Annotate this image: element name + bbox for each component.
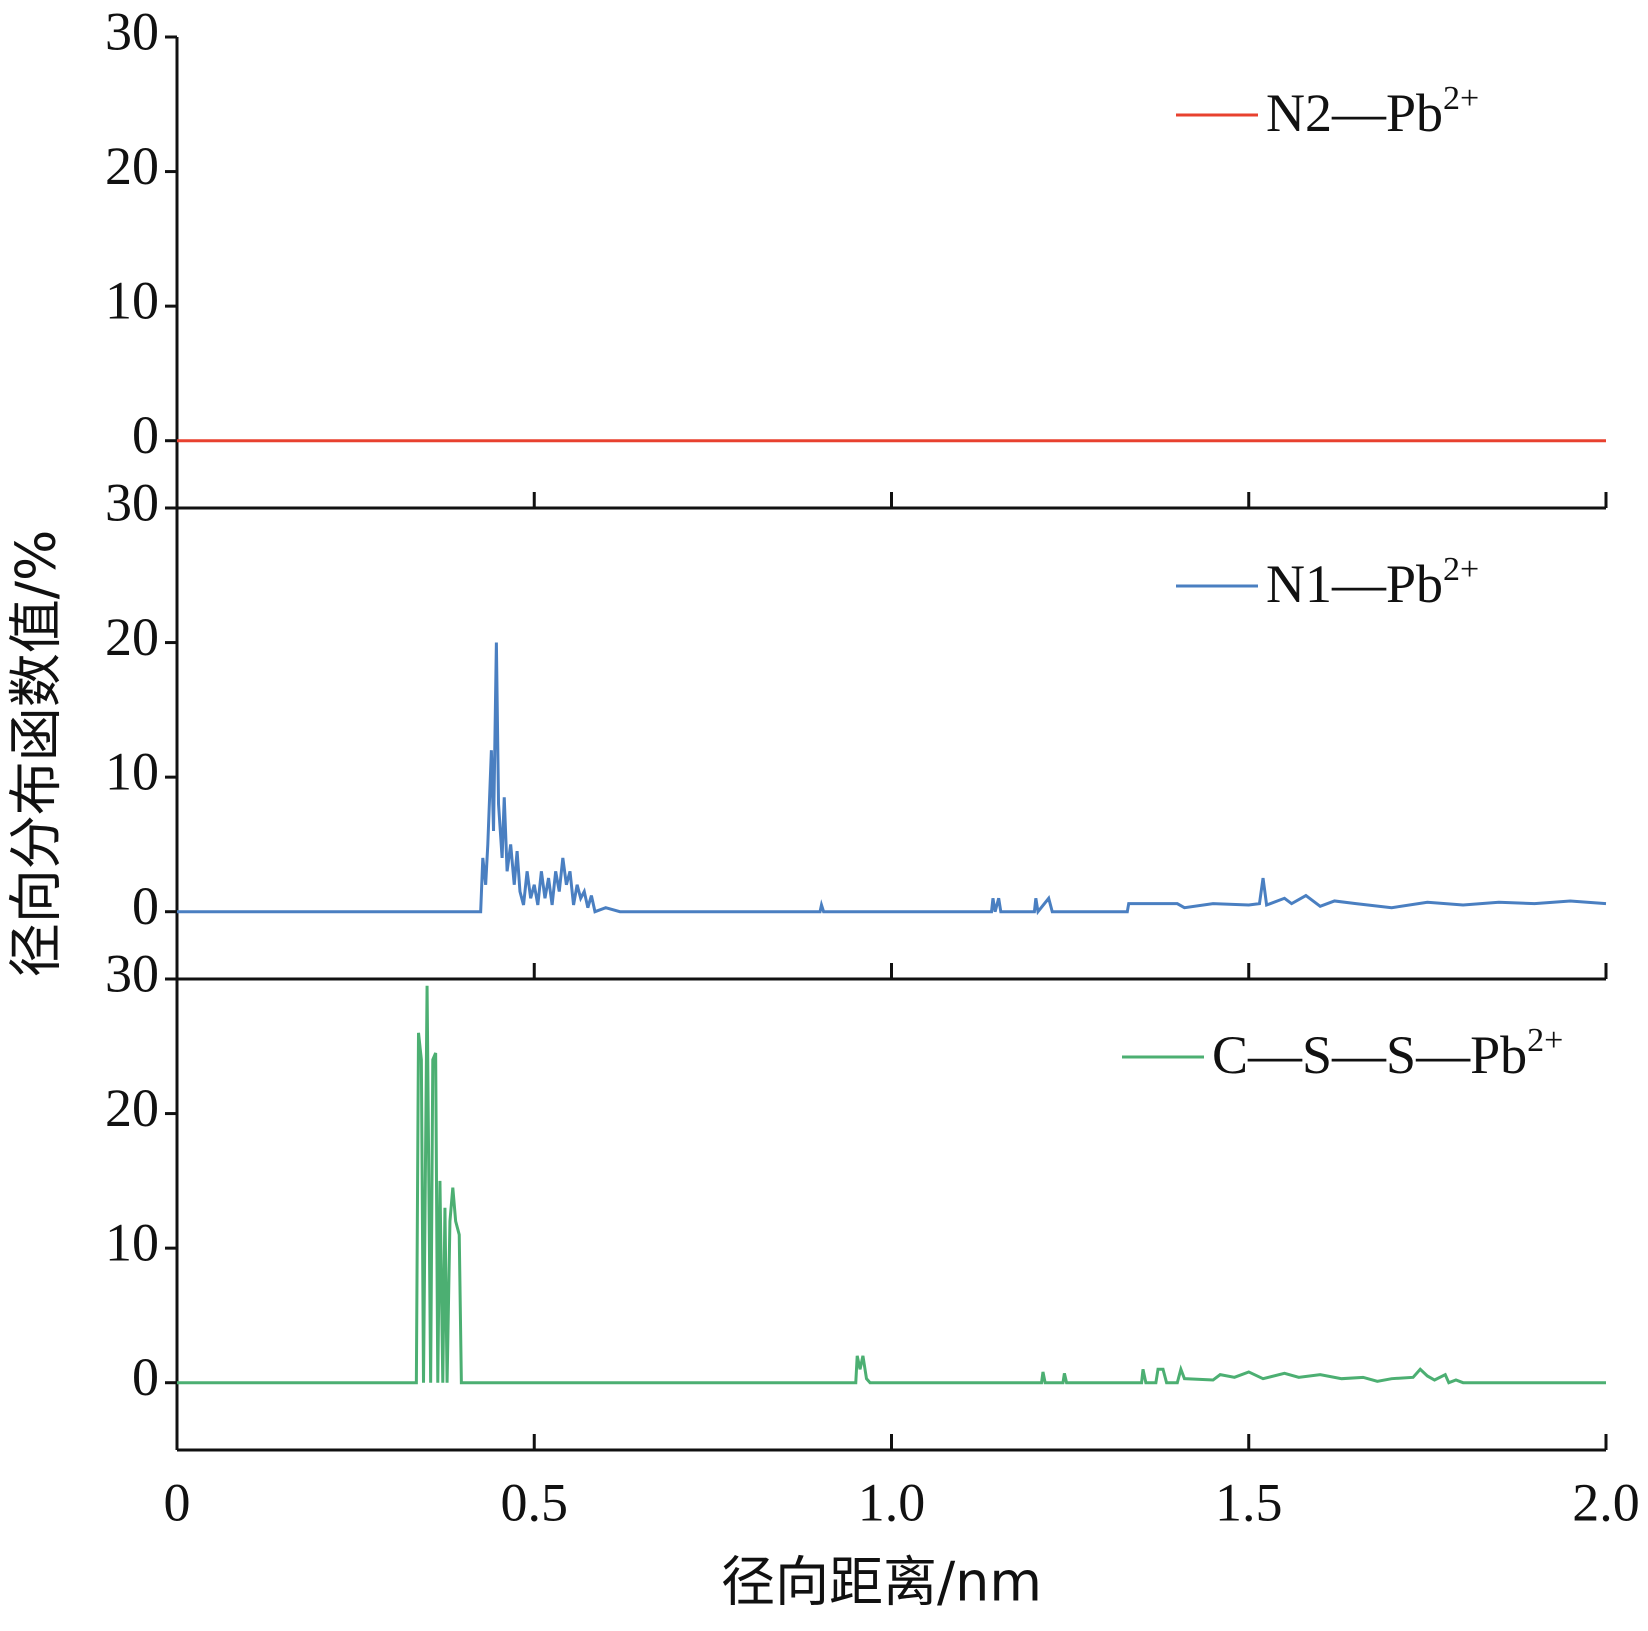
- legend-label: C—S—S—Pb2+: [1212, 1022, 1563, 1086]
- y-tick-label: 20: [105, 136, 159, 196]
- y-tick-label: 30: [105, 943, 159, 1003]
- y-tick-label: 20: [105, 1078, 159, 1138]
- y-tick-label: 0: [132, 876, 159, 936]
- x-tick-label: 1.0: [858, 1472, 926, 1532]
- series-line: [177, 985, 1606, 1385]
- x-tick-label: 0.5: [501, 1472, 569, 1532]
- series-line: [177, 642, 1607, 916]
- y-tick-label: 20: [105, 607, 159, 667]
- y-axis-label: 径向分布函数值/%: [5, 530, 68, 978]
- x-axis-label: 径向距离/nm: [721, 1551, 1042, 1614]
- legend-label: N2—Pb2+: [1266, 80, 1479, 144]
- y-tick-label: 10: [105, 1213, 159, 1273]
- y-tick-label: 0: [132, 405, 159, 465]
- x-tick-label: 2.0: [1572, 1472, 1640, 1532]
- x-tick-label: 0: [164, 1472, 191, 1532]
- y-tick-label: 0: [132, 1347, 159, 1407]
- legend-label: N1—Pb2+: [1266, 551, 1479, 615]
- y-tick-label: 30: [105, 472, 159, 532]
- x-tick-label: 1.5: [1215, 1472, 1283, 1532]
- y-tick-label: 10: [105, 742, 159, 802]
- y-tick-label: 30: [105, 1, 159, 61]
- y-tick-label: 10: [105, 271, 159, 331]
